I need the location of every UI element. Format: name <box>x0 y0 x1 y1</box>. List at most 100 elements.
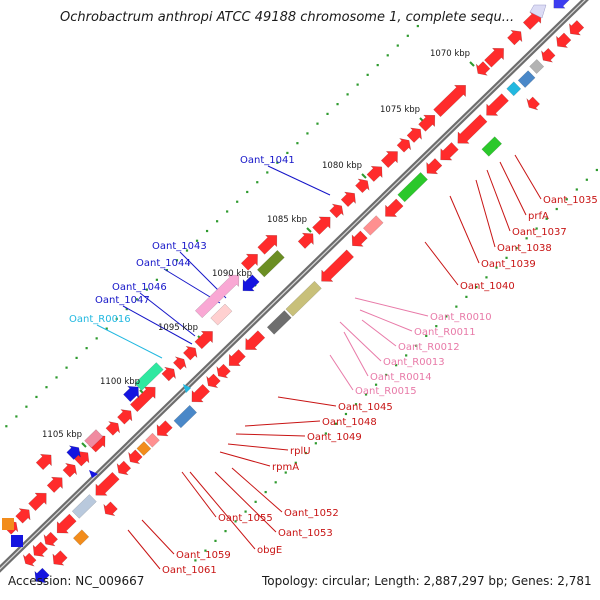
gene-feature <box>194 274 240 319</box>
scale-dot <box>226 210 229 213</box>
scale-dot <box>565 198 568 201</box>
scale-dot <box>415 344 418 347</box>
gene-feature <box>206 373 221 389</box>
scale-dot <box>306 132 309 135</box>
gene-feature <box>321 249 355 282</box>
scale-dot <box>35 395 38 399</box>
scale-dot <box>195 239 199 242</box>
scale-dot <box>445 315 448 318</box>
scale-dot <box>5 425 8 428</box>
scale-dot <box>286 151 289 155</box>
gene-feature <box>183 384 191 393</box>
gene-label: Oant_R0015 <box>355 386 417 397</box>
leader-line <box>141 519 175 555</box>
scale-dot <box>485 276 488 279</box>
leader-line <box>235 433 306 437</box>
gene-label: Oant_R0010 <box>430 312 492 323</box>
scale-dot <box>374 383 378 386</box>
gene-label: Oant_1055 <box>218 513 273 524</box>
scale-label: 1080 kbp <box>322 161 362 171</box>
gene-label: Oant_1041 <box>240 155 295 166</box>
gene-feature <box>433 84 466 118</box>
leader-line <box>486 169 511 232</box>
scale-dot <box>185 249 189 252</box>
gene-feature <box>216 363 231 379</box>
gene-feature <box>95 471 120 496</box>
scale-dot <box>135 298 138 301</box>
scale-dot <box>274 481 277 484</box>
scale-dot <box>316 122 319 125</box>
gene-feature <box>134 362 164 391</box>
leader-line <box>181 471 217 518</box>
gene-label: Oant_1044 <box>136 258 191 269</box>
gene-label: Oant_1037 <box>512 227 567 238</box>
gene-feature <box>43 531 59 547</box>
gene-feature <box>553 0 570 9</box>
gene-feature <box>89 470 98 478</box>
gene-feature <box>156 420 173 437</box>
leader-line <box>361 319 397 347</box>
leader-line <box>343 331 369 377</box>
leader-line <box>424 241 459 286</box>
gene-label: Oant_1049 <box>307 432 362 443</box>
gene-feature <box>526 96 541 111</box>
gene-feature <box>457 114 488 144</box>
scale-dot <box>346 93 349 96</box>
scale-dot <box>406 34 409 37</box>
gene-feature <box>256 249 285 278</box>
gene-feature <box>173 404 198 429</box>
gene-feature <box>541 47 556 63</box>
gene-feature <box>406 127 422 143</box>
scale-label: 1100 kbp <box>100 377 140 387</box>
gene-feature <box>128 449 143 465</box>
leader-line <box>214 471 277 533</box>
topology-text: Topology: circular; Length: 2,887,297 bp… <box>262 574 592 588</box>
scale-dot <box>334 422 338 425</box>
gene-feature <box>568 20 585 36</box>
gene-feature <box>46 476 63 493</box>
gene-feature <box>397 172 428 203</box>
scale-dot <box>425 334 428 338</box>
leader-line <box>139 292 196 337</box>
leader-line <box>475 179 496 248</box>
gene-label: Oant_1061 <box>162 565 217 576</box>
gene-feature <box>380 151 398 169</box>
scale-dot <box>475 286 478 289</box>
gene-feature <box>440 142 459 161</box>
scale-tick <box>306 227 312 233</box>
scale-dot <box>376 63 379 67</box>
scale-dot <box>216 220 219 223</box>
gene-feature <box>52 550 68 566</box>
scale-dot <box>254 500 257 503</box>
gene-feature <box>105 421 121 436</box>
leader-line <box>514 154 542 200</box>
gene-label: prfA <box>528 211 549 222</box>
gene-feature <box>228 349 246 366</box>
gene-label: rpmA <box>272 462 299 473</box>
scale-tick <box>361 173 367 179</box>
scale-label: 1085 kbp <box>267 215 307 225</box>
gene-feature <box>11 535 23 547</box>
gene-label: obgE <box>257 545 282 556</box>
gene-feature <box>210 303 233 326</box>
scale-dot <box>515 246 518 250</box>
scale-dot <box>145 288 148 291</box>
scale-dot <box>395 364 398 367</box>
scale-dot <box>155 278 158 281</box>
leader-line <box>499 161 527 216</box>
scale-dot <box>495 266 498 269</box>
leader-line <box>231 467 283 513</box>
scale-dot <box>555 207 558 211</box>
map-title: Ochrobactrum anthropi ATCC 49188 chromos… <box>60 10 515 25</box>
scale-dot <box>45 386 48 389</box>
scale-label: 1105 kbp <box>42 430 82 440</box>
gene-feature <box>418 114 436 132</box>
gene-feature <box>486 93 509 116</box>
gene-label: Oant_1039 <box>481 259 536 270</box>
scale-dot <box>294 461 297 464</box>
leader-line <box>329 354 354 391</box>
scale-dot <box>256 181 259 184</box>
leader-line <box>267 165 331 196</box>
gene-feature <box>426 158 443 175</box>
gene-feature <box>56 513 77 534</box>
